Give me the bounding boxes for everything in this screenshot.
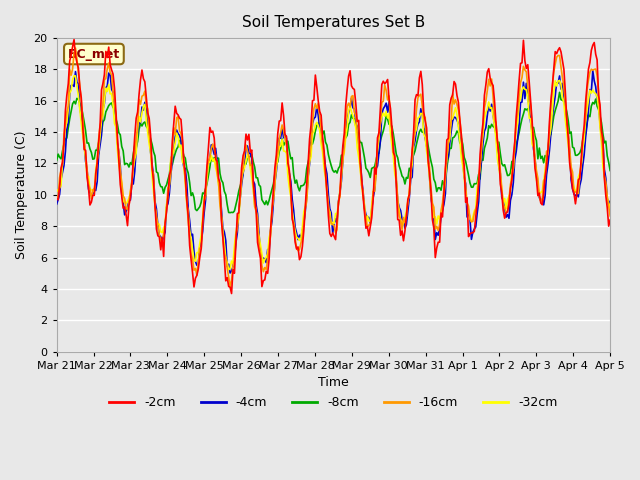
-32cm <box>90 189 98 195</box>
-4cm <box>605 202 612 207</box>
-8cm <box>53 157 61 163</box>
-32cm <box>70 73 78 79</box>
-16cm <box>605 204 612 209</box>
X-axis label: Time: Time <box>318 376 349 389</box>
-32cm <box>605 200 612 206</box>
-16cm <box>73 56 81 62</box>
-2cm <box>450 79 458 84</box>
Line: -4cm: -4cm <box>57 71 610 273</box>
-16cm <box>53 193 61 199</box>
-16cm <box>227 284 234 289</box>
-8cm <box>89 156 97 162</box>
-8cm <box>556 89 563 95</box>
-4cm <box>53 201 61 207</box>
-32cm <box>340 150 348 156</box>
-32cm <box>450 110 458 116</box>
-8cm <box>339 152 347 158</box>
-2cm <box>228 290 236 296</box>
-2cm <box>606 217 614 223</box>
-4cm <box>72 69 79 74</box>
-32cm <box>606 204 614 210</box>
-8cm <box>605 159 612 165</box>
-4cm <box>89 191 97 197</box>
-16cm <box>532 168 540 173</box>
-16cm <box>606 213 614 219</box>
-4cm <box>606 198 614 204</box>
-8cm <box>449 135 456 141</box>
Legend: -2cm, -4cm, -8cm, -16cm, -32cm: -2cm, -4cm, -8cm, -16cm, -32cm <box>104 391 563 414</box>
-4cm <box>449 118 456 124</box>
-2cm <box>532 176 540 181</box>
-4cm <box>531 156 539 161</box>
-32cm <box>532 177 540 182</box>
-2cm <box>53 196 61 202</box>
-8cm <box>72 101 79 107</box>
Line: -2cm: -2cm <box>57 40 610 293</box>
Line: -8cm: -8cm <box>57 92 610 213</box>
-8cm <box>606 168 614 173</box>
-8cm <box>531 133 539 139</box>
-16cm <box>90 185 98 191</box>
-32cm <box>225 267 232 273</box>
Line: -16cm: -16cm <box>57 48 610 287</box>
-2cm <box>605 223 612 229</box>
-2cm <box>90 192 98 198</box>
-8cm <box>227 210 234 216</box>
-2cm <box>340 131 348 136</box>
-16cm <box>450 101 458 107</box>
-4cm <box>339 158 347 164</box>
Title: Soil Temperatures Set B: Soil Temperatures Set B <box>242 15 425 30</box>
Y-axis label: Soil Temperature (C): Soil Temperature (C) <box>15 131 28 259</box>
-2cm <box>73 60 81 65</box>
Text: BC_met: BC_met <box>68 48 120 60</box>
-16cm <box>340 144 348 150</box>
-16cm <box>72 45 79 51</box>
-4cm <box>227 270 234 276</box>
-32cm <box>73 84 81 90</box>
-4cm <box>589 68 596 73</box>
Line: -32cm: -32cm <box>57 76 610 270</box>
-2cm <box>70 37 78 43</box>
-32cm <box>53 187 61 192</box>
